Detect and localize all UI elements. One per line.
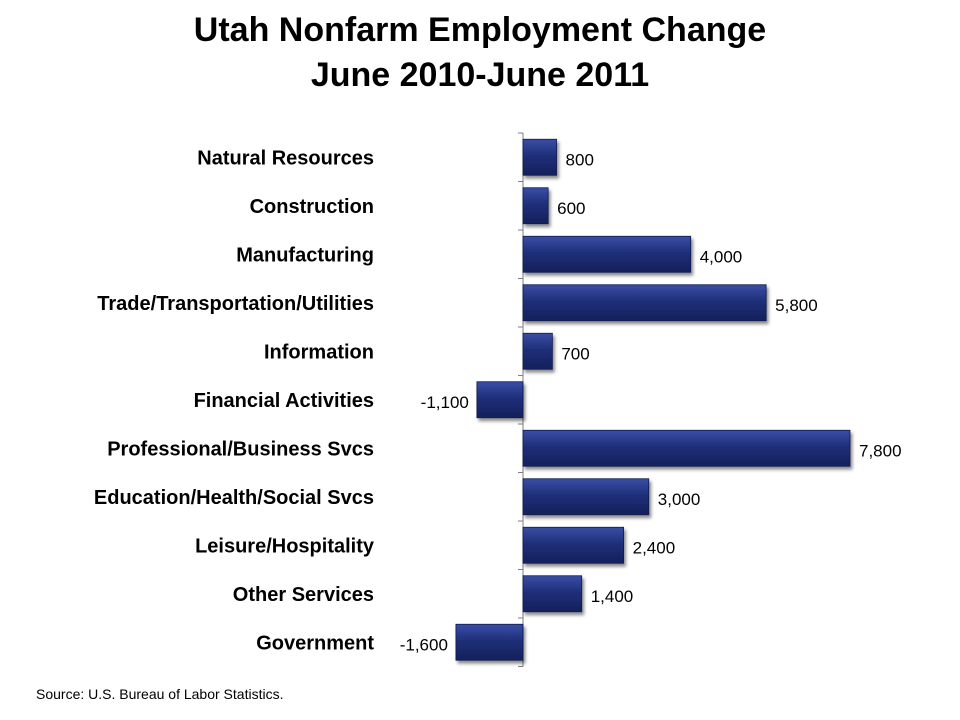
data-label: 3,000 bbox=[658, 490, 701, 509]
bar bbox=[522, 575, 583, 613]
data-label: 5,800 bbox=[775, 296, 818, 315]
category-label: Natural Resources bbox=[197, 147, 374, 169]
chart-title-line-1: Utah Nonfarm Employment Change bbox=[193, 11, 767, 49]
category-label: Other Services bbox=[233, 584, 374, 606]
data-label: -1,600 bbox=[400, 635, 448, 654]
category-label: Information bbox=[264, 341, 374, 363]
data-label: 2,400 bbox=[633, 538, 676, 557]
bar bbox=[522, 138, 557, 176]
data-label: -1,100 bbox=[421, 393, 469, 412]
category-label: Professional/Business Svcs bbox=[107, 438, 374, 460]
chart-title: Utah Nonfarm Employment Change June 2010… bbox=[0, 8, 960, 98]
bar bbox=[522, 284, 767, 322]
bar bbox=[455, 623, 524, 661]
category-label: Construction bbox=[250, 196, 374, 218]
bar bbox=[476, 381, 524, 419]
category-label: Leisure/Hospitality bbox=[195, 535, 375, 557]
data-label: 7,800 bbox=[859, 441, 902, 460]
bar bbox=[522, 235, 692, 273]
bar bbox=[522, 187, 549, 225]
bar bbox=[522, 429, 851, 467]
category-label: Financial Activities bbox=[194, 390, 374, 412]
bar bbox=[522, 526, 625, 564]
bar bbox=[522, 332, 553, 370]
data-label: 1,400 bbox=[591, 587, 634, 606]
category-label: Manufacturing bbox=[236, 244, 374, 266]
data-label: 600 bbox=[557, 199, 585, 218]
source-note: Source: U.S. Bureau of Labor Statistics. bbox=[36, 686, 284, 702]
bar bbox=[522, 478, 650, 516]
data-label: 4,000 bbox=[700, 247, 743, 266]
category-label: Trade/Transportation/Utilities bbox=[97, 293, 374, 315]
chart-title-line-2: June 2010-June 2011 bbox=[310, 56, 650, 94]
category-label: Education/Health/Social Svcs bbox=[94, 487, 374, 509]
data-label: 700 bbox=[561, 344, 589, 363]
data-label: 800 bbox=[566, 150, 594, 169]
category-label: Government bbox=[256, 632, 374, 654]
